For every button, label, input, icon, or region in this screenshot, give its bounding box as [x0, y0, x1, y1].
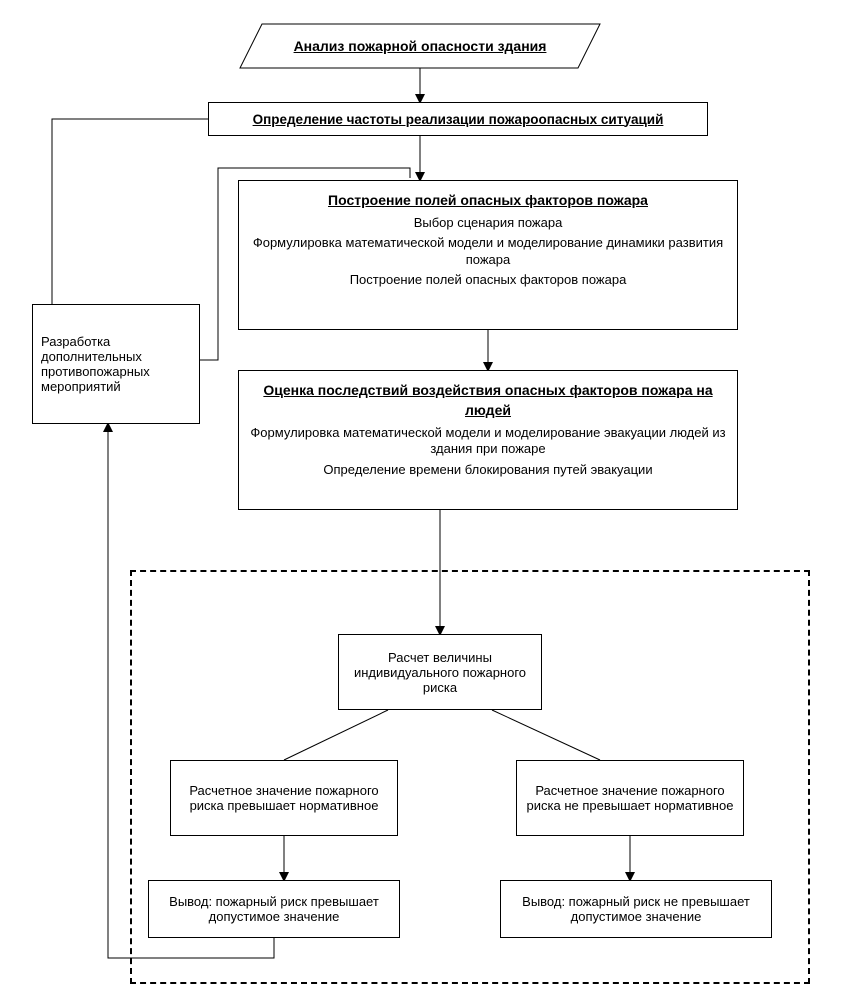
node-side-text: Разработка дополнительных противопожарны…: [41, 334, 191, 394]
node-n4-line0: Формулировка математической модели и мод…: [247, 425, 729, 458]
node-n4-title: Оценка последствий воздействия опасных ф…: [263, 382, 712, 418]
node-n4: Оценка последствий воздействия опасных ф…: [238, 370, 738, 510]
node-n2-text: Определение частоты реализации пожароопа…: [253, 112, 664, 127]
node-n3: Построение полей опасных факторов пожара…: [238, 180, 738, 330]
node-n5: Расчет величины индивидуального пожарног…: [338, 634, 542, 710]
node-n3-title: Построение полей опасных факторов пожара: [328, 192, 648, 208]
node-n6b-text: Расчетное значение пожарного риска не пр…: [525, 783, 735, 813]
node-side: Разработка дополнительных противопожарны…: [32, 304, 200, 424]
node-n5-text: Расчет величины индивидуального пожарног…: [347, 650, 533, 695]
node-n4-line1: Определение времени блокирования путей э…: [247, 462, 729, 478]
node-n2: Определение частоты реализации пожароопа…: [208, 102, 708, 136]
node-n7a: Вывод: пожарный риск превышает допустимо…: [148, 880, 400, 938]
node-n1-text: Анализ пожарной опасности здания: [294, 38, 547, 54]
node-n7a-text: Вывод: пожарный риск превышает допустимо…: [157, 894, 391, 924]
node-n3-line1: Формулировка математической модели и мод…: [247, 235, 729, 268]
node-n6b: Расчетное значение пожарного риска не пр…: [516, 760, 744, 836]
node-n7b-text: Вывод: пожарный риск не превышает допуст…: [509, 894, 763, 924]
node-n3-line0: Выбор сценария пожара: [247, 215, 729, 231]
node-n3-line2: Построение полей опасных факторов пожара: [247, 272, 729, 288]
node-n1-label: Анализ пожарной опасности здания: [240, 24, 600, 68]
node-n6a: Расчетное значение пожарного риска превы…: [170, 760, 398, 836]
node-n6a-text: Расчетное значение пожарного риска превы…: [179, 783, 389, 813]
node-n7b: Вывод: пожарный риск не превышает допуст…: [500, 880, 772, 938]
flowchart-canvas: Анализ пожарной опасности здания Определ…: [0, 0, 860, 1001]
